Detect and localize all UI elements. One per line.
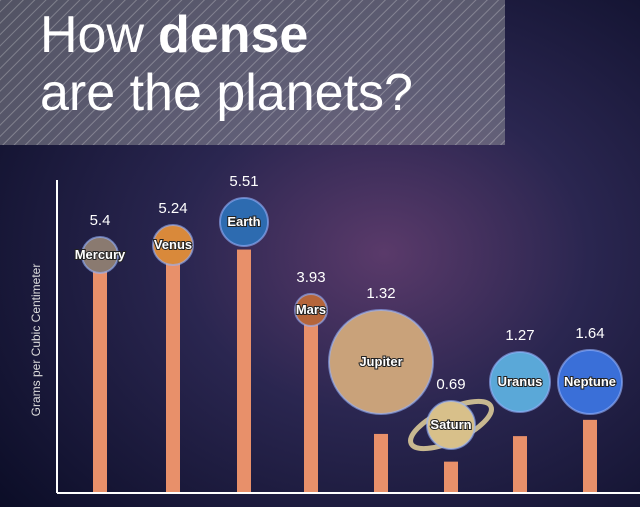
value-label: 3.93	[296, 269, 325, 286]
planet	[426, 400, 476, 450]
bar	[304, 319, 318, 492]
bar	[513, 436, 527, 492]
bar	[583, 419, 597, 492]
y-axis-label: Grams per Cubic Centimeter	[29, 264, 43, 417]
bar	[374, 433, 388, 492]
title-part: are the planets?	[40, 64, 413, 122]
value-label: 1.27	[505, 327, 534, 344]
bar	[166, 261, 180, 492]
category-label: Mercury	[75, 247, 126, 262]
bar	[444, 461, 458, 492]
title-part: How	[40, 6, 144, 64]
title-panel	[0, 0, 505, 145]
title-part: dense	[158, 6, 308, 64]
bar	[237, 249, 251, 492]
category-label: Earth	[227, 214, 260, 229]
value-label: 5.24	[158, 200, 187, 217]
planet	[489, 351, 551, 413]
planet	[152, 224, 194, 266]
planet	[81, 236, 119, 274]
category-label: Uranus	[498, 374, 543, 389]
bar	[93, 254, 107, 492]
category-label: Venus	[154, 237, 192, 252]
category-label: Jupiter	[359, 354, 402, 369]
planet	[219, 197, 269, 247]
value-label: 1.64	[575, 325, 604, 342]
category-label: Saturn	[430, 417, 471, 432]
planet	[557, 349, 623, 415]
planet	[328, 309, 434, 415]
category-label: Mars	[296, 302, 326, 317]
chart-title: How dense are the planets?	[40, 6, 413, 122]
value-label: 0.69	[436, 376, 465, 393]
value-label: 5.4	[90, 212, 111, 229]
planet	[294, 293, 328, 327]
value-label: 5.51	[229, 173, 258, 190]
value-label: 1.32	[366, 285, 395, 302]
category-label: Neptune	[564, 374, 616, 389]
